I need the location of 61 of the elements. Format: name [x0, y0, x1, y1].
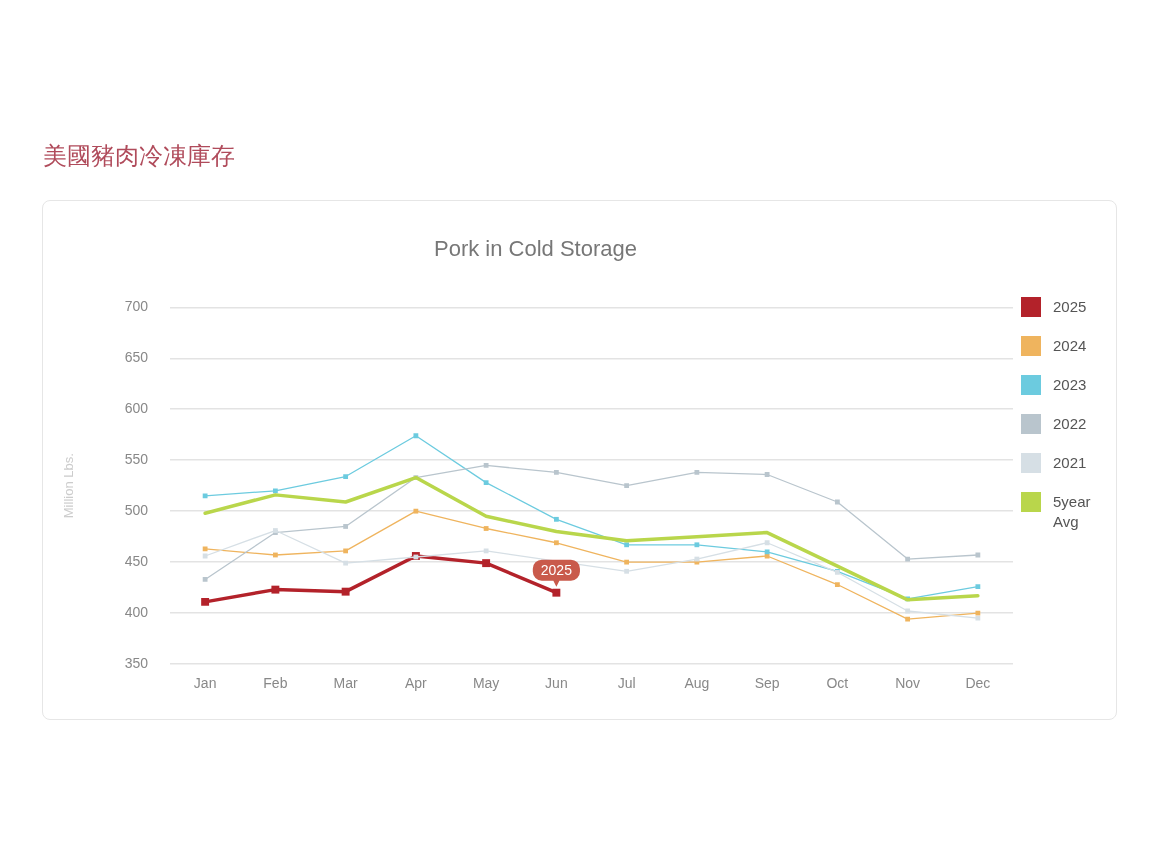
point: [552, 588, 561, 597]
point: [624, 483, 630, 489]
y-tick-label: 650: [124, 349, 149, 366]
point: [343, 560, 349, 566]
legend-label: 2025: [1053, 297, 1088, 317]
x-tick-label: Aug: [684, 675, 710, 692]
point: [624, 542, 630, 548]
point: [201, 597, 210, 606]
y-tick-label: 500: [124, 502, 149, 519]
point: [202, 493, 208, 499]
legend-label: 2024: [1053, 336, 1088, 356]
x-tick-label: Apr: [404, 675, 428, 692]
x-tick-label: Oct: [826, 675, 849, 692]
point: [413, 508, 419, 514]
point: [764, 472, 770, 477]
legend-label: 2023: [1053, 375, 1088, 395]
point: [694, 470, 700, 475]
point: [975, 584, 981, 589]
legend-label: 2022: [1053, 414, 1088, 434]
point: [834, 582, 840, 587]
point: [905, 616, 911, 622]
point: [483, 480, 489, 486]
y-tick-label: 450: [124, 552, 149, 569]
x-tick-label: Mar: [333, 675, 359, 692]
point: [413, 433, 419, 439]
point: [764, 540, 770, 546]
point: [202, 577, 208, 582]
y-tick-label: 400: [124, 603, 149, 620]
x-tick-label: Jun: [545, 675, 568, 692]
x-tick-label: Nov: [895, 675, 921, 692]
point: [343, 524, 349, 529]
x-tick-label: Sep: [754, 675, 780, 692]
y-tick-label: 700: [124, 298, 149, 315]
point: [553, 540, 559, 546]
point: [343, 474, 349, 479]
y-tick-label: 550: [124, 451, 149, 468]
point: [624, 559, 630, 565]
point: [975, 615, 981, 621]
x-tick-label: Dec: [965, 675, 991, 692]
annotation: 2025: [540, 562, 573, 579]
point: [694, 542, 700, 548]
x-tick-label: Jan: [193, 675, 217, 692]
point: [341, 587, 350, 596]
point: [271, 585, 280, 594]
point: [553, 516, 559, 522]
x-tick-label: Feb: [263, 675, 288, 692]
legend-label: 2021: [1053, 453, 1088, 473]
chart-subtitle: Pork in Cold Storage: [434, 236, 637, 262]
chart-title: 美國豬肉冷凍庫存: [43, 141, 235, 172]
x-tick-label: May: [472, 675, 500, 692]
y-tick-label: 350: [124, 654, 149, 671]
point: [482, 559, 491, 568]
legend-label: 5year Avg: [1053, 492, 1092, 532]
y-tick-label: 600: [124, 400, 149, 417]
point: [483, 462, 489, 468]
point: [553, 470, 559, 475]
point: [272, 488, 278, 494]
point: [624, 568, 630, 574]
point: [483, 526, 489, 531]
point: [202, 546, 208, 552]
x-tick-label: Jul: [617, 675, 636, 692]
